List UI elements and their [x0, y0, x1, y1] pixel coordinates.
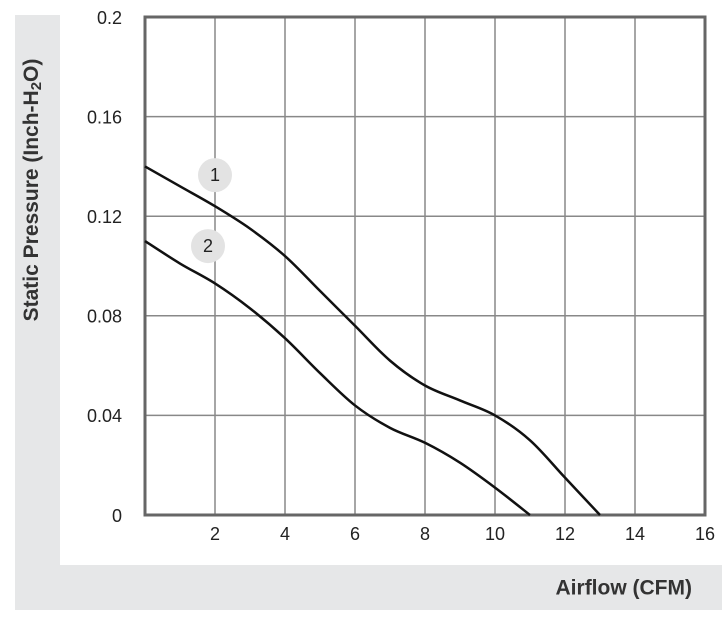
x-tick-label: 12 — [555, 524, 575, 544]
side-band — [15, 15, 60, 610]
x-tick-label: 16 — [695, 524, 715, 544]
y-axis-title-part: O) — [20, 59, 43, 82]
series-badge — [198, 158, 232, 193]
series-label: 1 — [210, 165, 220, 185]
x-tick-label: 2 — [210, 524, 220, 544]
x-tick-label: 6 — [350, 524, 360, 544]
y-tick-label: 0 — [112, 506, 122, 526]
y-tick-label: 0.04 — [87, 406, 122, 426]
series-line — [144, 165, 601, 516]
series-line — [144, 240, 531, 516]
x-axis-title: Airflow (CFM) — [556, 577, 692, 600]
y-tick-label: 0.12 — [87, 207, 122, 227]
plot-frame — [143, 15, 707, 517]
y-tick-label: 0.08 — [87, 307, 122, 327]
bottom-band — [15, 565, 722, 610]
y-axis-title-part: Static Pressure (Inch-H — [20, 90, 43, 321]
x-tick-label: 8 — [420, 524, 430, 544]
x-tick-label: 10 — [485, 524, 505, 544]
series-badge — [191, 229, 225, 264]
x-tick-label: 14 — [625, 524, 645, 544]
y-tick-label: 0.2 — [97, 8, 122, 28]
y-axis-title-sub: 2 — [28, 82, 45, 90]
series-label: 2 — [203, 236, 213, 256]
y-axis-title: Static Pressure (Inch-H2O) — [20, 59, 45, 322]
y-tick-label: 0.16 — [87, 107, 122, 127]
x-tick-label: 4 — [280, 524, 290, 544]
